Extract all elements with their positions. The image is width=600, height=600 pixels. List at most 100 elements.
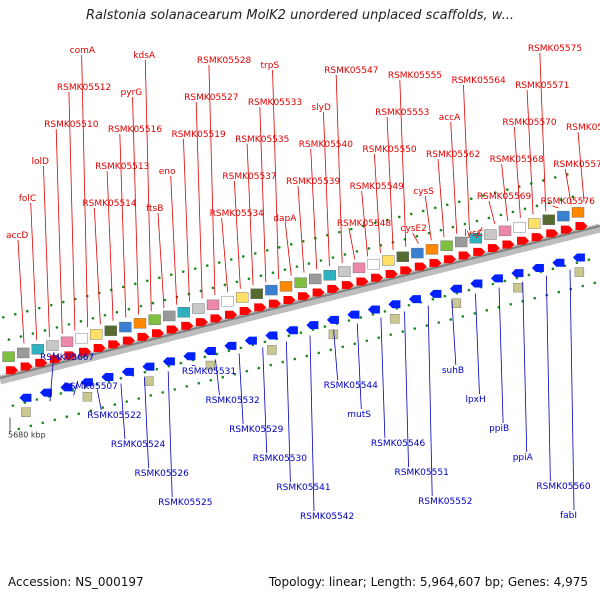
tick-dot-row-3 <box>341 345 345 349</box>
forward-gene-arrow <box>341 281 354 290</box>
reverse-gene-label: RSMK05522 <box>87 389 142 421</box>
tick-dot-row-0 <box>25 309 29 313</box>
forward-gene-box <box>440 240 453 251</box>
tick-dot-row-3 <box>113 403 117 406</box>
forward-gene-label: accA <box>439 113 461 234</box>
forward-gene-arrow <box>93 344 106 353</box>
reverse-gene-label: RSMK05667 <box>40 351 94 402</box>
forward-label-text: RSMK05537 <box>222 172 276 182</box>
tick-dot-row-2 <box>215 352 219 356</box>
forward-gene-box <box>469 233 482 244</box>
forward-label-text: RSMK05513 <box>95 162 149 172</box>
tick-dot-row-1 <box>235 280 239 284</box>
reverse-gene-label: RSMK05560 <box>536 275 591 492</box>
tick-dot-row-2 <box>95 383 99 386</box>
forward-gene-box <box>162 310 176 322</box>
forward-gene-box <box>557 210 570 222</box>
forward-leader-line <box>437 158 445 238</box>
reverse-label-text: RSMK05507 <box>64 382 118 392</box>
tick-dot-row-1 <box>103 313 107 317</box>
forward-gene-arrow <box>137 332 150 341</box>
reverse-gene-arrow <box>142 362 155 371</box>
tick-dot-row-0 <box>217 261 221 264</box>
tick-dot-row-3 <box>425 324 429 327</box>
tick-dot-row-0 <box>373 221 377 225</box>
tick-dot-row-2 <box>227 349 231 353</box>
forward-leader-line <box>259 106 267 283</box>
forward-leader-line <box>564 168 572 205</box>
forward-gene-label: comA <box>70 46 96 328</box>
tick-dot-row-0 <box>337 230 341 234</box>
reverse-gene-label: ppiB <box>489 287 509 434</box>
reverse-label-text: RSMK05531 <box>182 367 236 377</box>
forward-gene-arrow <box>385 270 398 279</box>
forward-gene-label: eno <box>159 167 178 305</box>
reverse-leader-line <box>238 353 244 425</box>
tick-dot-row-0 <box>289 243 293 246</box>
reverse-gene-box <box>267 345 277 355</box>
forward-gene-box <box>192 303 205 314</box>
forward-gene-label: RSMK05537 <box>222 172 277 289</box>
forward-label-text: RSMK05555 <box>388 71 442 81</box>
reverse-label-text: RSMK05530 <box>253 454 308 464</box>
tick-dot-row-2 <box>587 258 591 262</box>
forward-label-text: RSMK05550 <box>362 145 417 155</box>
forward-gene-arrow <box>575 221 588 230</box>
forward-leader-line <box>208 64 216 296</box>
map-title: Ralstonia solanacearum MolK2 unordered u… <box>85 8 514 23</box>
forward-label-text: ftsB <box>146 204 163 214</box>
forward-label-text: accD <box>6 231 28 241</box>
forward-gene-box <box>265 284 278 296</box>
forward-leader-line <box>539 52 547 212</box>
reverse-leader-line <box>96 389 102 411</box>
tick-dot-row-3 <box>233 372 237 376</box>
tick-dot-row-3 <box>449 318 453 321</box>
reverse-leader-line <box>475 293 480 395</box>
forward-label-text: RSMK05519 <box>171 130 226 140</box>
forward-gene-box <box>46 340 59 351</box>
tick-dot-row-2 <box>143 370 147 374</box>
tick-dot-row-2 <box>431 297 435 301</box>
forward-leader-line <box>30 202 38 341</box>
reverse-gene-box <box>205 360 216 371</box>
reverse-gene-box <box>144 376 154 386</box>
forward-gene-label: ftsB <box>146 204 165 308</box>
reverse-gene-label: RSMK05526 <box>135 377 189 479</box>
forward-gene-arrow <box>20 362 33 371</box>
tick-dot-row-1 <box>79 320 83 323</box>
forward-label-text: cysS <box>413 187 434 197</box>
reverse-gene-label: RSMK05551 <box>395 311 449 478</box>
tick-dot-row-3 <box>293 357 297 361</box>
forward-leader-line <box>412 232 419 244</box>
forward-gene-box <box>454 236 468 248</box>
forward-gene-label: lolD <box>31 157 50 338</box>
forward-gene-box <box>571 207 585 218</box>
reverse-label-text: RSMK05560 <box>536 482 591 492</box>
tick-dot-row-3 <box>281 360 285 364</box>
forward-gene-arrow <box>546 229 559 238</box>
reverse-leader-line <box>427 305 433 497</box>
tick-dot-row-3 <box>65 415 69 419</box>
forward-gene-label: RSMK05533 <box>248 98 302 283</box>
forward-gene-box <box>308 273 322 285</box>
tick-dot-row-1 <box>307 262 311 265</box>
forward-gene-label: RSMK05510 <box>44 120 99 334</box>
forward-gene-arrow <box>429 258 442 267</box>
tick-dot-row-0 <box>541 179 545 182</box>
reverse-leader-line <box>404 311 409 468</box>
reverse-gene-label: RSMK05531 <box>182 365 236 377</box>
tick-dot-row-0 <box>1 315 5 319</box>
accession-text: Accession: NS_000197 <box>8 575 144 589</box>
ruler-tick-label: 5680 kbp <box>8 430 46 439</box>
tick-dot-row-2 <box>287 334 291 338</box>
axis-line <box>0 225 600 379</box>
tick-dot-row-0 <box>121 285 125 289</box>
tick-dot-row-1 <box>571 195 575 198</box>
tick-dot-row-2 <box>119 376 123 380</box>
forward-gene-label: slyD <box>311 103 331 267</box>
forward-gene-arrow <box>312 288 325 297</box>
forward-gene-label: RSMK05514 <box>82 199 137 325</box>
tick-dot-row-2 <box>83 386 87 389</box>
reverse-leader-line <box>522 281 528 453</box>
tick-dot-row-1 <box>343 253 347 256</box>
